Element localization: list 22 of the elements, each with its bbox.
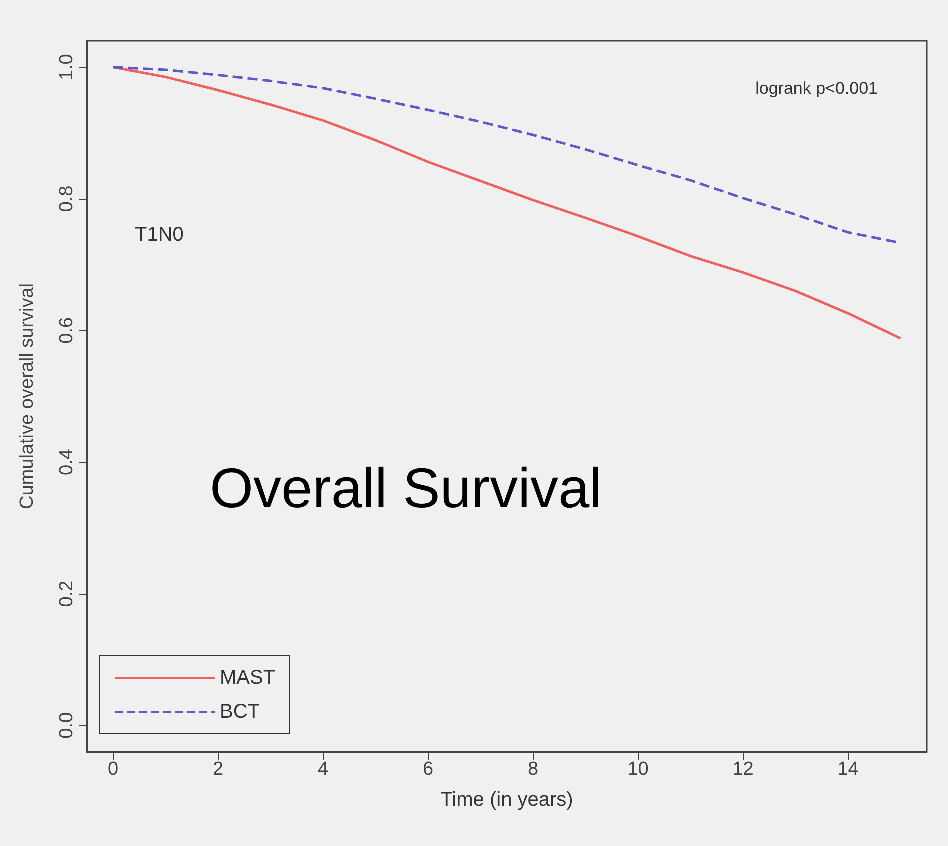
y-tick-label: 0.0 [56,712,78,739]
x-tick-label: 14 [838,759,860,780]
y-tick-label: 1.0 [56,54,78,81]
y-tick-label: 0.4 [56,448,78,476]
annotation: logrank p<0.001 [756,79,878,98]
annotation: Overall Survival [210,456,602,520]
y-tick-label: 0.6 [56,317,78,344]
line-series [112,66,902,340]
x-tick-label: 10 [628,759,649,780]
annotation: T1N0 [135,224,184,246]
x-tick-label: 12 [732,759,754,780]
legend-label: MAST [220,667,276,689]
x-axis-title: Time (in years) [440,789,574,811]
x-tick-label: 4 [318,759,329,780]
y-axis-title: Cumulative overall survival [17,284,38,510]
y-tick-label: 0.2 [56,580,78,608]
x-tick-label: 0 [108,759,119,780]
y-tick-label: 0.8 [56,186,78,212]
x-tick-label: 2 [212,759,224,780]
legend-label: BCT [220,701,260,723]
x-tick-label: 6 [422,759,434,780]
x-tick-label: 8 [528,759,539,780]
